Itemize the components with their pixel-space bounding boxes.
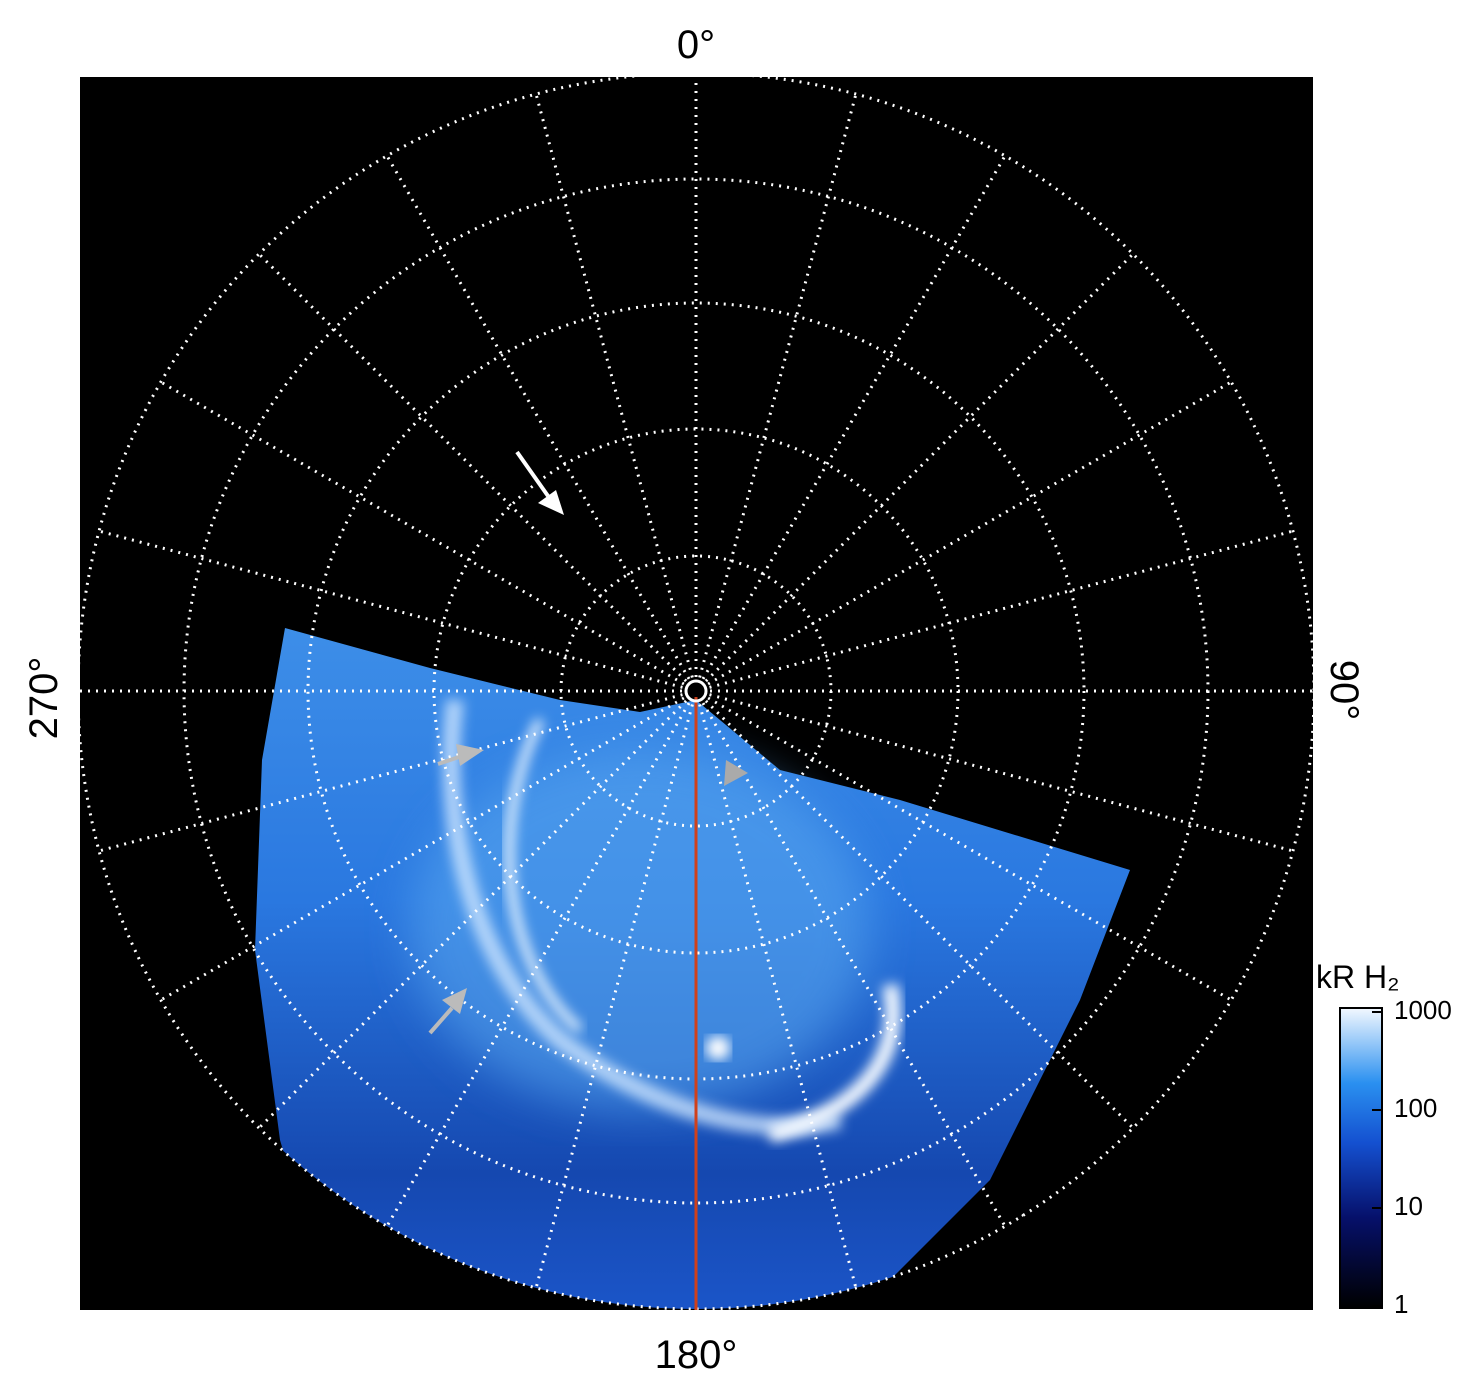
label-top: 0° [677, 23, 715, 67]
colorbar-tick-label: 1000 [1394, 995, 1452, 1025]
label-left: 270° [22, 657, 66, 740]
pole-marker [684, 679, 708, 703]
arrows [428, 450, 748, 1035]
label-right: 90° [1322, 660, 1366, 721]
colorbar-ticks: 1 10 100 1000 [1372, 995, 1452, 1319]
colorbar-tick-label: 1 [1394, 1289, 1408, 1319]
label-bottom: 180° [655, 1333, 738, 1377]
colorbar-tick-label: 10 [1394, 1191, 1423, 1221]
colorbar-title: kR H₂ [1316, 959, 1400, 995]
colorbar [1339, 1007, 1383, 1309]
colorbar-tick-label: 100 [1394, 1093, 1437, 1123]
aurora-image [255, 628, 1130, 1309]
